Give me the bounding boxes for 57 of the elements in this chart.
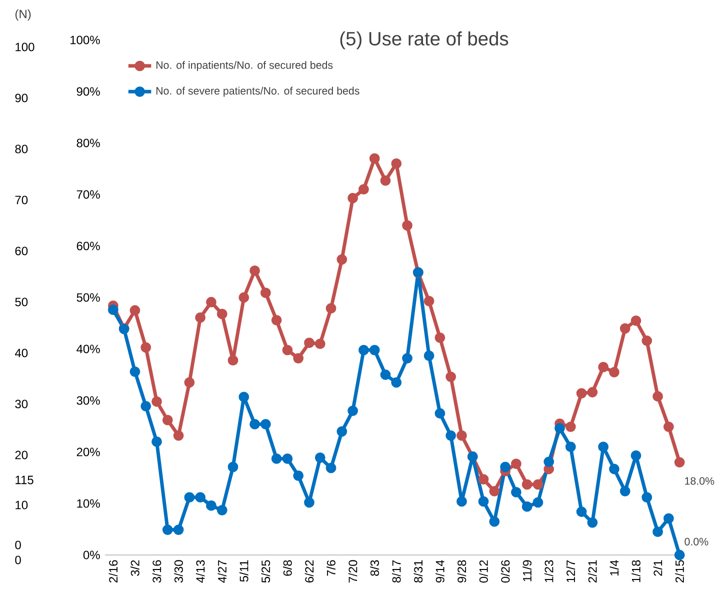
y-tick-label: 40%	[76, 344, 100, 354]
legend-label: No. of inpatients/No. of secured beds	[156, 61, 333, 71]
x-tick-label: 3/30	[174, 560, 183, 583]
y-tick-label: 80%	[76, 138, 100, 148]
text: 30	[15, 400, 28, 408]
x-tick-label: 8/31	[414, 560, 423, 583]
data-label: 18.0%	[685, 477, 714, 485]
text: 50	[15, 298, 28, 306]
text: 20	[15, 450, 28, 460]
y-tick-label: 10%	[77, 499, 100, 508]
text: 100	[16, 42, 34, 52]
x-tick-label: 1/23	[544, 560, 554, 582]
x-tick-label: 6/22	[304, 560, 314, 582]
y-tick-label: 20%	[76, 448, 100, 456]
x-tick-label: 2/1	[653, 560, 662, 576]
x-tick-label: 7/6	[326, 560, 336, 576]
x-tick-label: 12/7	[566, 560, 576, 582]
x-tick-label: 1/18	[632, 560, 640, 582]
x-tick-label: 4/13	[196, 560, 205, 583]
x-tick-label: 5/25	[261, 560, 270, 583]
text: 90	[15, 94, 28, 102]
text: 70	[15, 196, 28, 204]
text: 0	[15, 556, 21, 564]
x-tick-label: 3/2	[130, 560, 140, 576]
y-tick-label: 100%	[70, 36, 100, 44]
x-tick-label: 8/17	[392, 560, 401, 583]
text: 0	[15, 540, 21, 550]
x-tick-label: 4/27	[218, 560, 227, 583]
text: 10	[16, 500, 28, 510]
x-tick-label: 0/12	[479, 560, 488, 583]
x-tick-label: 0/26	[500, 560, 510, 583]
text: 115	[16, 476, 34, 484]
x-tick-label: 9/14	[436, 560, 444, 582]
text: 80	[15, 144, 28, 154]
x-tick-label: 2/16	[108, 560, 118, 582]
x-tick-label: 7/20	[348, 560, 358, 582]
x-tick-label: 2/15	[675, 560, 684, 582]
x-tick-label: 8/3	[370, 560, 379, 576]
x-tick-label: 5/11	[239, 560, 248, 582]
x-tick-label: 1/4	[610, 560, 619, 576]
chart-title: (5) Use rate of beds	[340, 31, 508, 50]
y-tick-label: 50%	[76, 293, 100, 302]
x-tick-label: 9/28	[457, 560, 466, 582]
x-tick-label: 3/16	[152, 560, 162, 583]
y-tick-label: 90%	[76, 87, 100, 96]
y-tick-label: 30%	[76, 396, 100, 405]
y-tick-label: 0%	[83, 550, 100, 560]
x-tick-label: 2/21	[588, 560, 597, 582]
text: (N)	[15, 9, 31, 21]
x-tick-label: 6/8	[283, 560, 292, 576]
text: 60	[15, 246, 28, 256]
legend-label: No. of severe patients/No. of secured beds	[156, 86, 360, 97]
x-tick-label: 11/9	[522, 560, 532, 582]
y-tick-label: 70%	[76, 190, 100, 199]
y-tick-label: 60%	[76, 242, 100, 250]
data-label: 0.0%	[684, 538, 708, 546]
text: 40	[14, 348, 28, 358]
